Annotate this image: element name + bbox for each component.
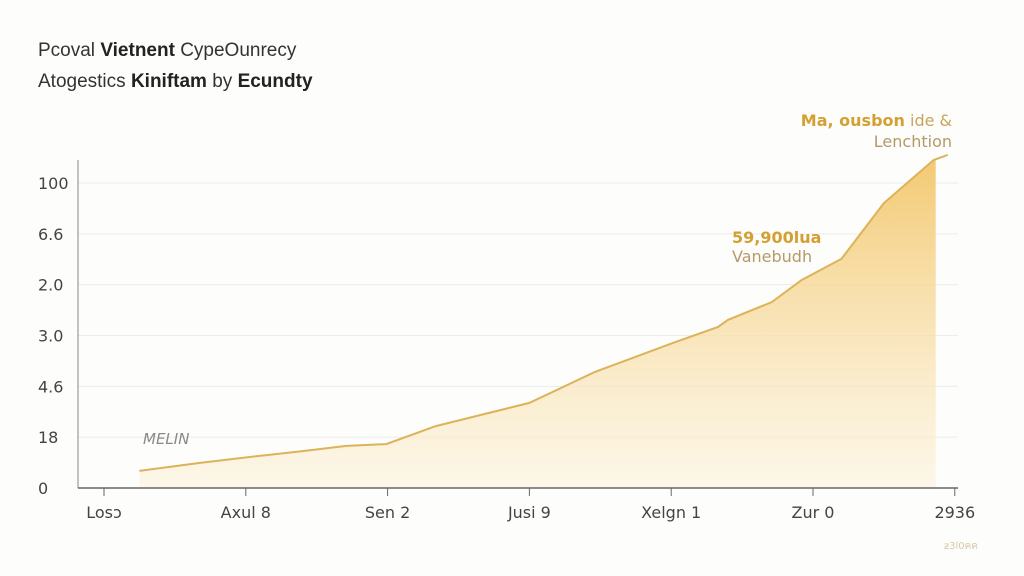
x-tick-label: 2936 — [934, 503, 975, 522]
series-line — [139, 153, 949, 472]
x-tick-label: Xelgn 1 — [641, 503, 701, 522]
chart-title-line-1: Pcoval Vietnent CypeOunrecy — [38, 40, 297, 61]
annotation-top-sub: Lenchtion — [874, 132, 952, 151]
annotation-mid-sub: Vanebudh — [732, 247, 812, 266]
annotation-series-label: MELIN — [143, 430, 189, 448]
x-tick-label: Axul 8 — [221, 503, 271, 522]
area-fill — [139, 154, 948, 488]
annotation-mid: 59,900lua — [732, 228, 821, 247]
chart-title-line-2: Atogestics Kiniftam by Ecundty — [38, 71, 313, 92]
y-tick-label: 6.6 — [38, 225, 63, 244]
y-tick-label: 3.0 — [38, 327, 63, 346]
y-tick-label: 18 — [38, 428, 58, 447]
x-tick-label: Sen 2 — [365, 503, 410, 522]
annotation-top: Ma, ousbon ide & — [801, 111, 952, 130]
x-tick-label: Losɔ — [86, 503, 122, 522]
x-tick-label: Zur 0 — [792, 503, 835, 522]
x-tick-label: Jusi 9 — [507, 503, 551, 522]
watermark: ƶ3l0ฅค — [944, 541, 978, 552]
y-tick-label: 100 — [38, 174, 69, 193]
y-tick-label: 2.0 — [38, 276, 63, 295]
y-tick-label: 4.6 — [38, 377, 63, 396]
y-tick-label: 0 — [38, 479, 48, 498]
